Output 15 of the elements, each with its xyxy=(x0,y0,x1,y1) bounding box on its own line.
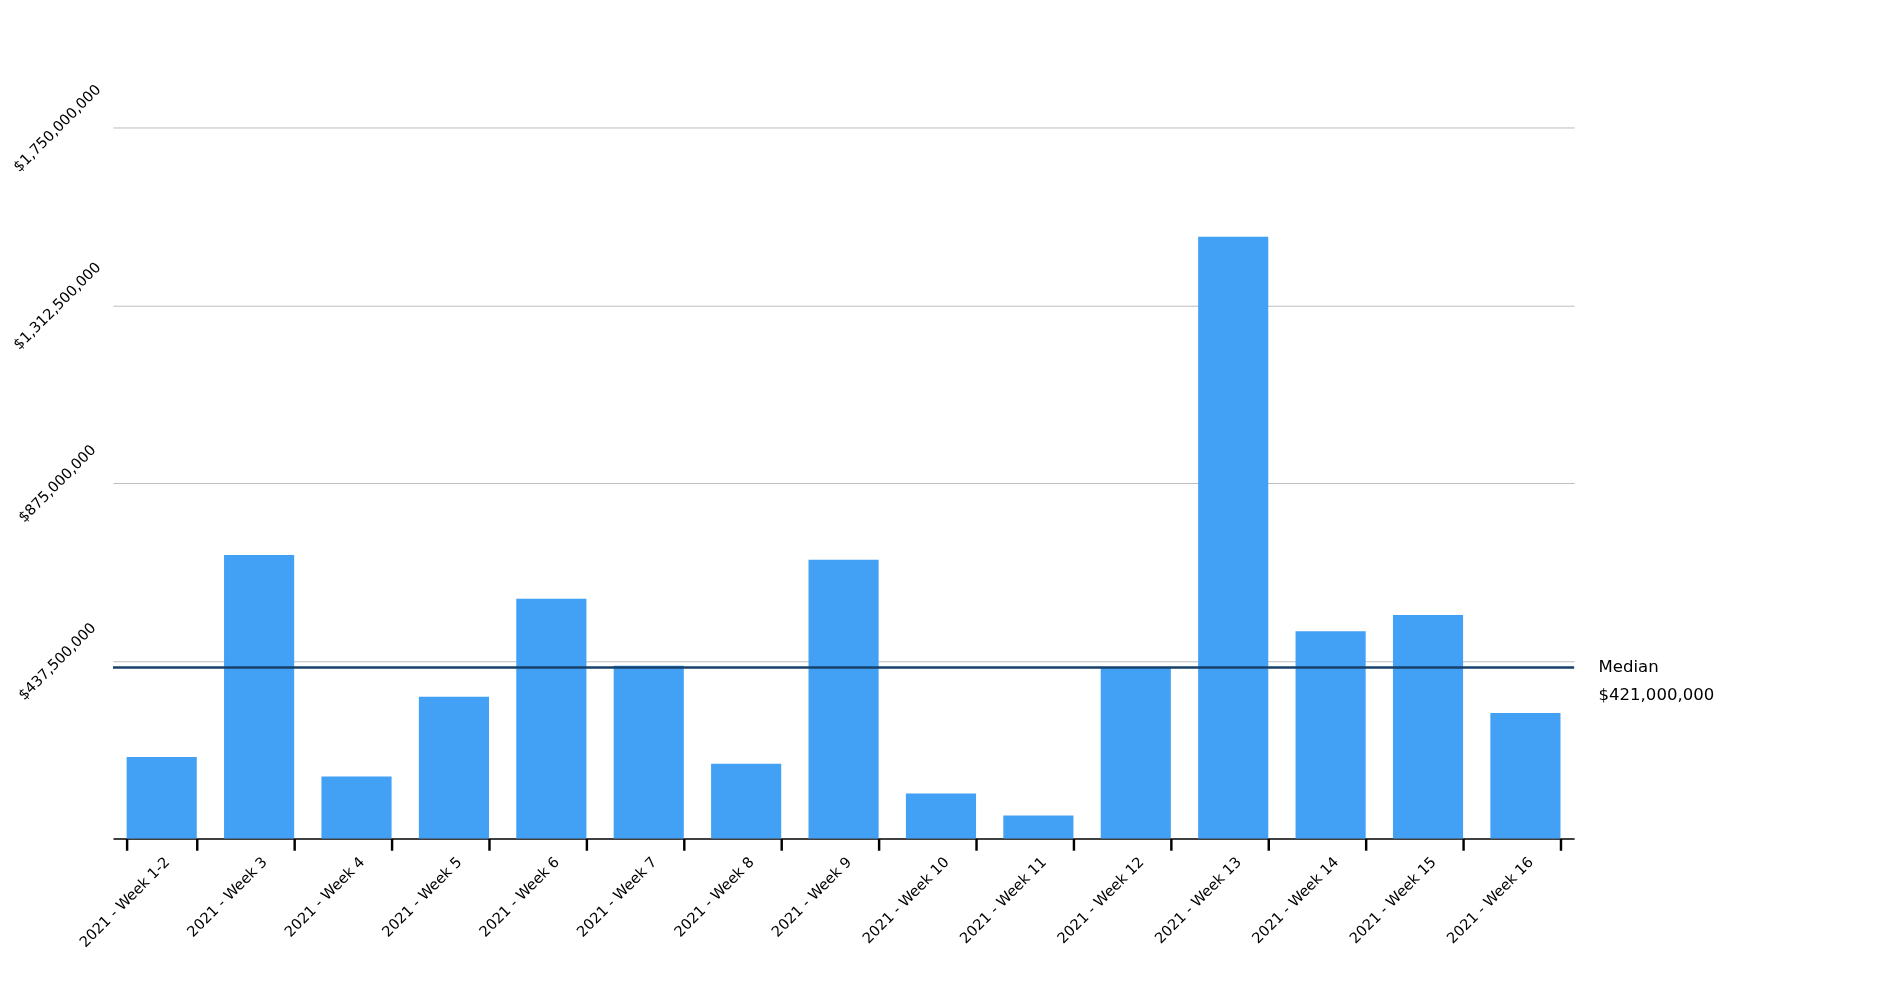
bar xyxy=(1003,815,1074,839)
bar xyxy=(808,559,879,839)
bar xyxy=(1295,631,1366,839)
bar xyxy=(1198,236,1269,839)
bar xyxy=(1100,667,1171,839)
bar xyxy=(711,763,782,839)
ref-line-label: Median $421,000,000 xyxy=(1598,657,1715,704)
bar xyxy=(224,554,295,839)
bar xyxy=(321,776,392,839)
bar xyxy=(516,598,587,839)
bar xyxy=(905,793,977,839)
bar xyxy=(418,696,489,839)
bar xyxy=(1392,615,1464,839)
bar xyxy=(126,756,197,839)
bar xyxy=(1490,713,1561,839)
